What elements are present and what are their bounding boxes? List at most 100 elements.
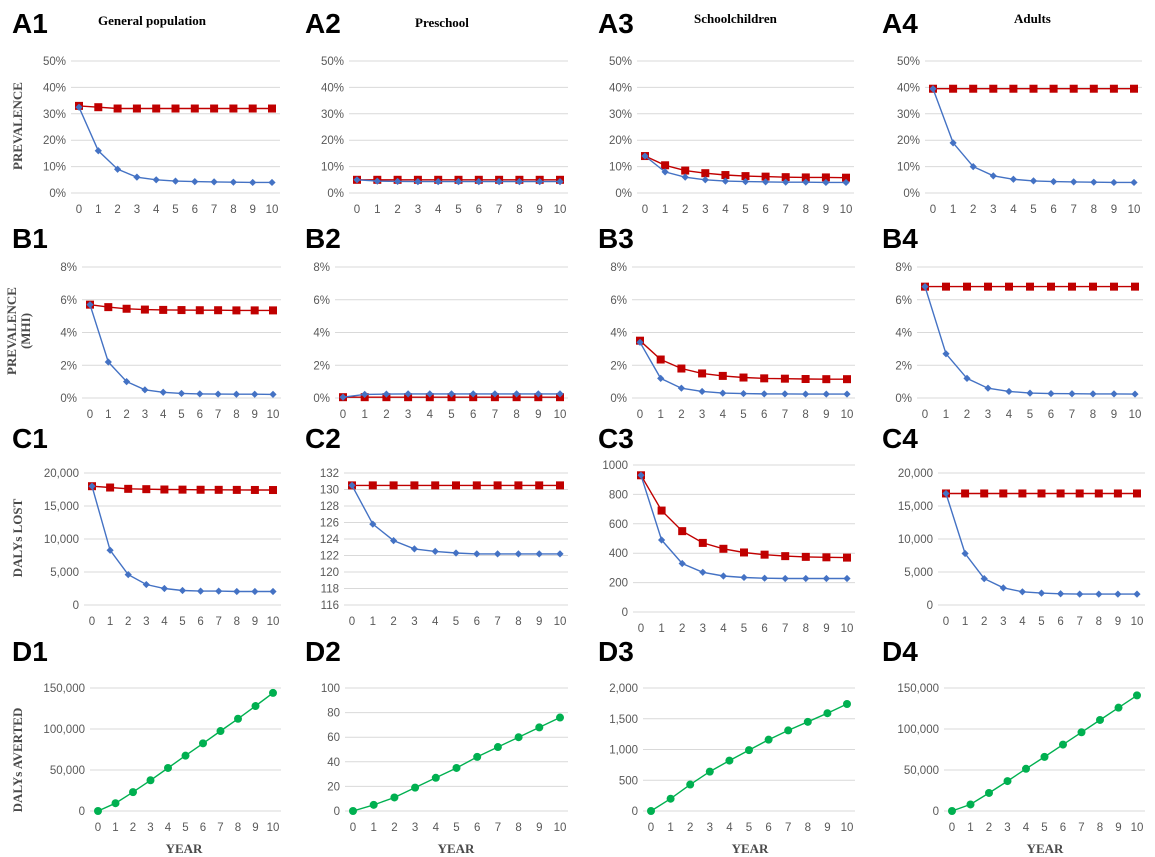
x-tick-label-a3: 9 (823, 204, 829, 216)
x-tick-label-c1: 6 (197, 616, 203, 628)
data-point-c2 (494, 550, 502, 558)
data-point-c4 (1094, 489, 1103, 498)
x-tick-label-a3: 1 (662, 204, 668, 216)
x-tick-label-a2: 3 (415, 204, 421, 216)
panel-id-a4: A4 (882, 8, 918, 39)
x-tick-label-c2: 10 (554, 616, 567, 628)
data-point-a2 (556, 178, 564, 186)
y-tick-label-a2: 40% (321, 82, 344, 94)
data-point-c4 (1037, 489, 1046, 498)
panel-id-d1: D1 (12, 636, 48, 667)
data-point-a4 (1130, 178, 1138, 187)
x-tick-label-c1: 4 (161, 616, 168, 628)
data-point-b1 (214, 390, 222, 398)
y-tick-label-b4: 8% (895, 262, 912, 274)
x-tick-label-a2: 8 (516, 204, 522, 216)
data-point-b1 (140, 305, 149, 314)
data-point-a3 (822, 178, 830, 187)
x-tick-label-d3: 2 (687, 822, 693, 834)
x-tick-label-c4: 3 (1000, 616, 1006, 628)
data-point-c3 (781, 552, 790, 561)
x-tick-label-a2: 10 (554, 204, 567, 216)
data-point-a3 (801, 173, 810, 182)
panel-id-a3: A3 (598, 8, 634, 39)
y-tick-label-a2: 20% (321, 135, 344, 147)
x-axis-title-d1: YEAR (165, 841, 203, 856)
y-tick-label-c2: 122 (320, 551, 339, 563)
data-point-c3 (678, 559, 686, 568)
x-tick-label-a4: 8 (1091, 204, 1097, 216)
data-point-b2 (361, 390, 369, 398)
x-tick-label-d2: 6 (474, 822, 480, 834)
data-point-c1 (197, 587, 205, 595)
data-point-c4 (1037, 589, 1046, 597)
y-tick-label-a4: 30% (897, 109, 920, 121)
data-point-c3 (740, 573, 748, 582)
data-point-c3 (843, 553, 851, 562)
data-point-a4 (1049, 84, 1058, 93)
x-tick-label-d4: 3 (1004, 822, 1010, 834)
data-point-c2 (389, 481, 398, 490)
y-tick-label-d4: 50,000 (904, 765, 939, 777)
x-tick-label-b2: 7 (492, 409, 498, 421)
x-tick-label-a4: 3 (990, 204, 996, 216)
x-tick-label-a1: 8 (230, 204, 236, 216)
x-tick-label-d4: 4 (1023, 822, 1030, 834)
chart-a2: 0% 10% 20% 30% 40% 50% 0 1 2 3 4 5 6 7 8 9 10 (321, 56, 568, 216)
y-tick-label-c2: 132 (320, 468, 339, 480)
data-point-a2 (394, 177, 402, 185)
data-point-d2 (514, 733, 523, 742)
data-point-a2 (414, 178, 422, 186)
y-tick-label-d2: 20 (327, 781, 340, 793)
data-point-d4 (1059, 740, 1067, 749)
series-line-d3-0 (650, 703, 848, 812)
data-point-c4 (1095, 590, 1103, 598)
x-tick-label-c4: 8 (1096, 616, 1102, 628)
x-axis-title-d3: YEAR (731, 841, 769, 856)
y-tick-label-a2: 50% (321, 56, 344, 68)
x-tick-label-b3: 5 (740, 409, 746, 421)
data-point-c3 (678, 527, 687, 536)
data-point-c2 (556, 550, 564, 558)
panel-id-c3: C3 (598, 423, 634, 454)
x-tick-label-a4: 7 (1070, 204, 1076, 216)
data-point-b2 (447, 390, 456, 398)
x-tick-label-d2: 4 (433, 822, 440, 834)
y-tick-label-a4: 20% (897, 135, 920, 147)
data-point-c4 (1075, 489, 1084, 498)
x-tick-label-d1: 4 (165, 822, 172, 834)
data-point-a3 (721, 171, 730, 180)
x-tick-label-b3: 6 (761, 409, 767, 421)
chart-a1: 0% 10% 20% 30% 40% 50% 0 1 2 3 4 5 6 7 8 9 10 (43, 56, 280, 216)
data-point-c1 (124, 484, 133, 493)
data-point-a3 (681, 173, 689, 181)
data-point-b3 (822, 375, 831, 384)
data-point-b4 (1110, 390, 1118, 398)
data-point-b3 (677, 384, 685, 392)
x-tick-label-a1: 3 (134, 204, 140, 216)
data-point-c4 (1076, 590, 1084, 598)
data-point-b3 (822, 390, 830, 398)
panel-id-c2: C2 (305, 423, 341, 454)
x-tick-label-a2: 1 (374, 204, 380, 216)
panel-id-a1: A1 (12, 8, 48, 39)
x-tick-label-d3: 9 (824, 822, 830, 834)
panel-id-b3: B3 (598, 223, 634, 254)
row-label-prevalence-mhi: PREVALENCE (MHI) (4, 287, 33, 375)
data-point-a3 (842, 178, 850, 187)
data-point-d4 (1114, 703, 1123, 712)
x-tick-label-a1: 4 (153, 204, 160, 216)
y-tick-label-a1: 0% (49, 188, 66, 200)
data-point-a3 (761, 172, 770, 181)
x-tick-label-a1: 0 (76, 204, 82, 216)
y-tick-label-c4: 10,000 (898, 534, 933, 546)
x-tick-label-c1: 7 (215, 616, 221, 628)
data-point-c1 (142, 580, 150, 589)
data-point-d2 (535, 723, 544, 732)
data-point-d1 (216, 727, 225, 736)
data-point-a2 (434, 178, 442, 186)
x-tick-label-b1: 7 (215, 409, 221, 421)
x-tick-label-b1: 6 (197, 409, 203, 421)
data-point-a1 (229, 104, 238, 113)
